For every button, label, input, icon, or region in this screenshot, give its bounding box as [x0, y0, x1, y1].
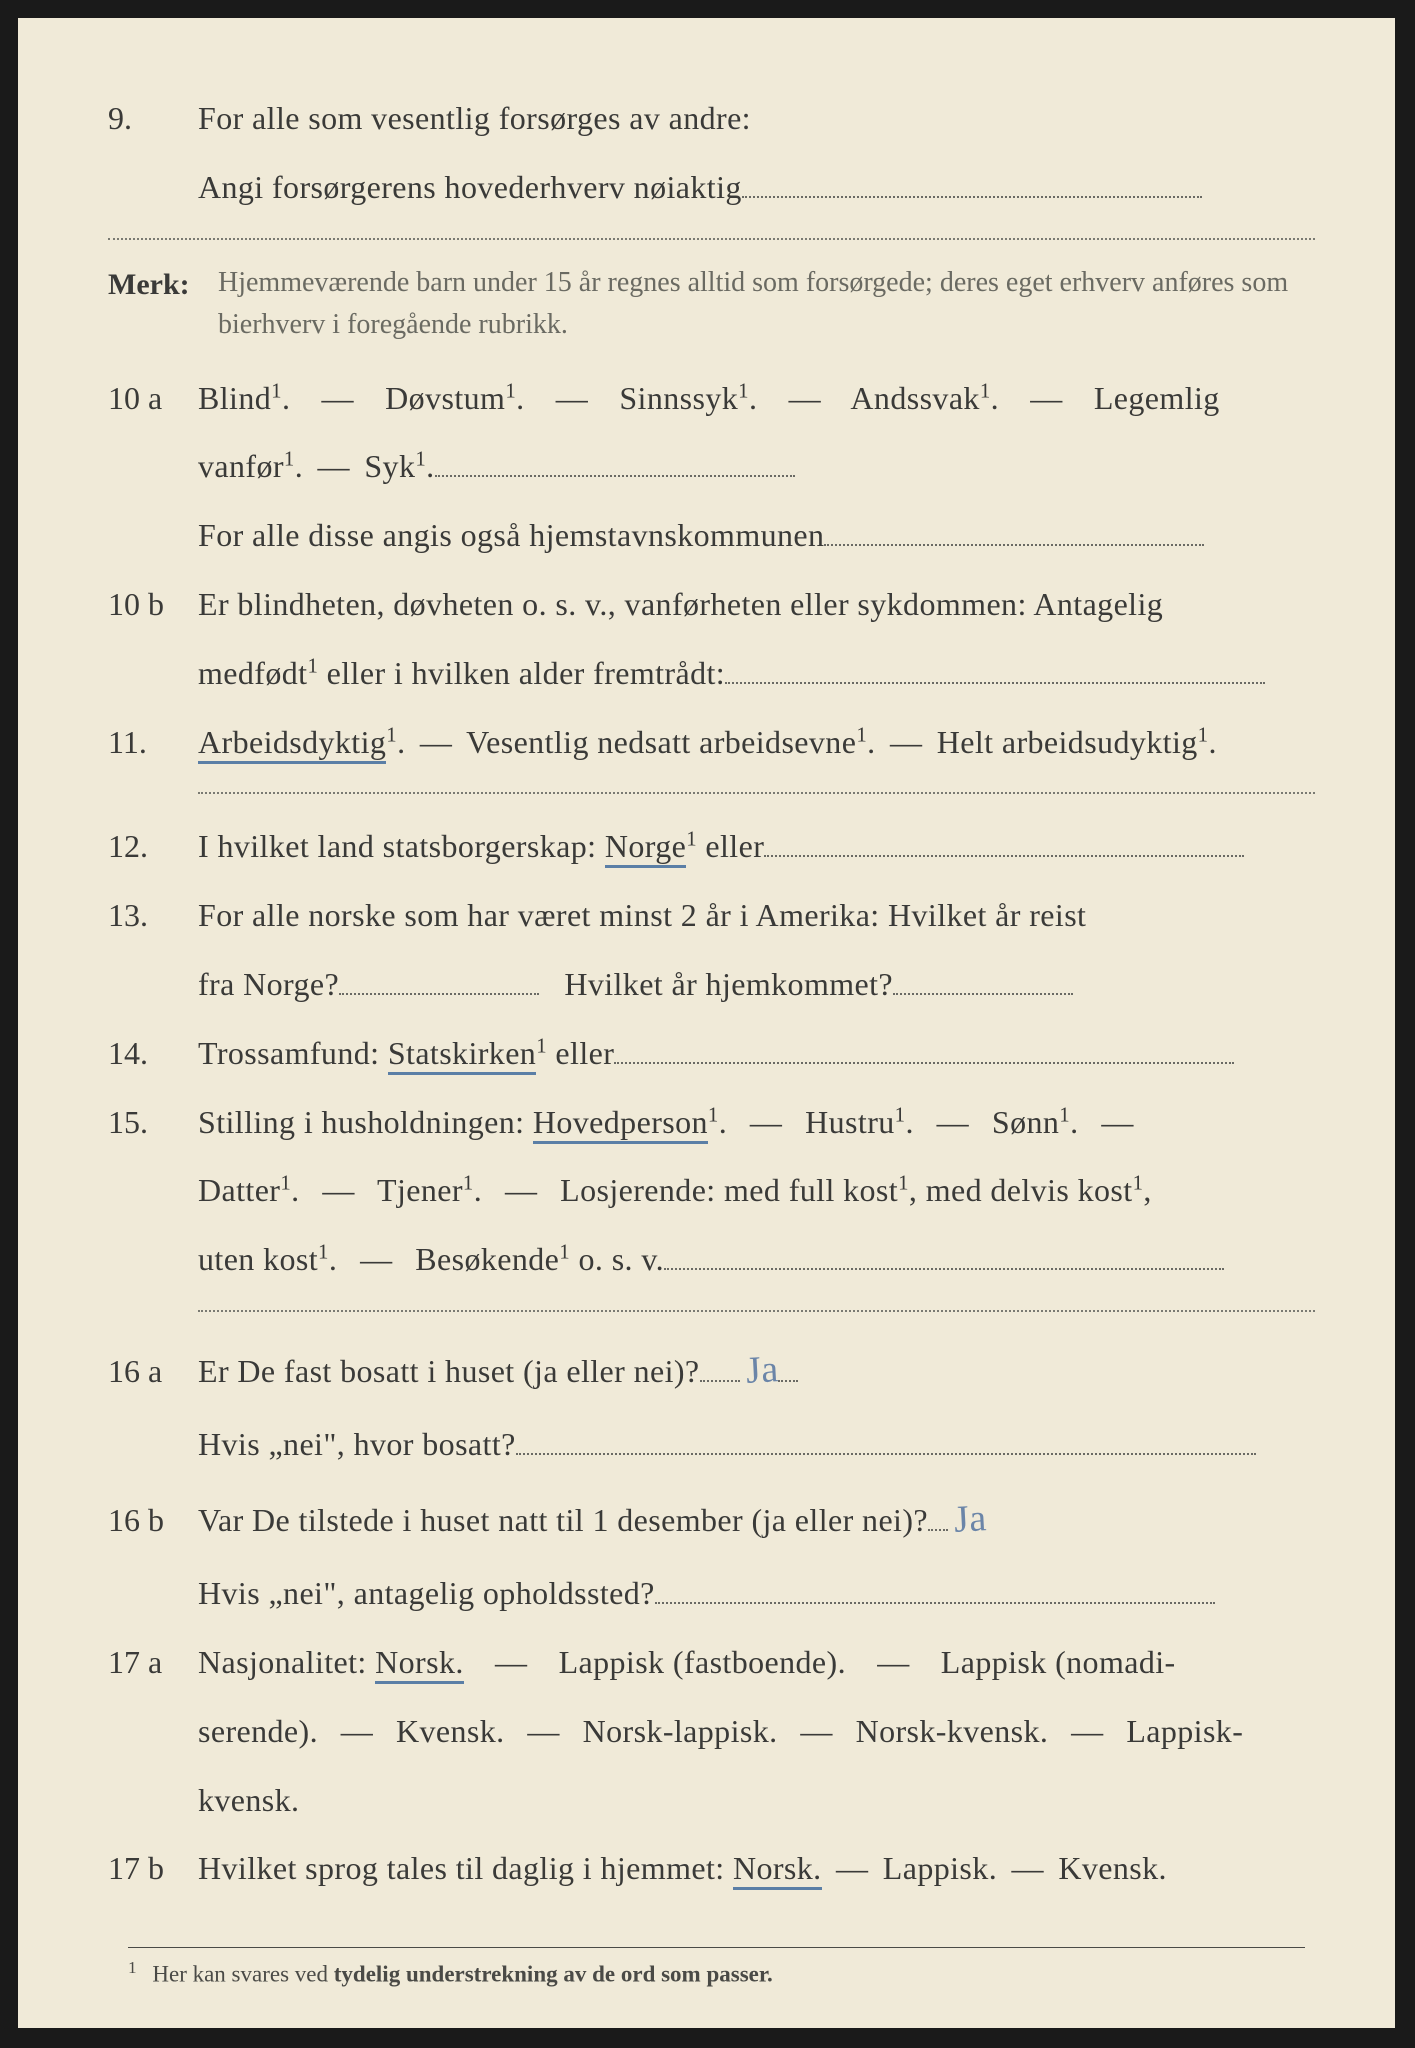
q9-row1: 9. For alle som vesentlig forsørges av a…	[108, 88, 1315, 149]
q10a-row2: For alle disse angis også hjemstavnskomm…	[108, 505, 1315, 566]
q12-blank[interactable]	[764, 855, 1244, 857]
q14-blank[interactable]	[614, 1062, 1234, 1064]
q15-opt1-underlined: Hovedperson	[533, 1104, 708, 1144]
separator-1	[108, 236, 1315, 240]
q17a-opt1-underlined: Norsk.	[375, 1644, 464, 1684]
q9-line1: For alle som vesentlig forsørges av andr…	[198, 88, 1315, 149]
q10b-row2: medfødt1 eller i hvilken alder fremtrådt…	[108, 643, 1315, 704]
merk-text: Hjemmeværende barn under 15 år regnes al…	[218, 262, 1315, 346]
q16a-row1: 16 a Er De fast bosatt i huset (ja eller…	[108, 1334, 1315, 1406]
q13-number: 13.	[108, 885, 198, 946]
q15-row3: uten kost1. — Besøkende1 o. s. v.	[108, 1229, 1315, 1290]
q9-row2: Angi forsørgerens hovederhverv nøiaktig	[108, 157, 1315, 218]
q16b-answer-handwritten: Ja	[952, 1482, 988, 1556]
q9-line2-body: Angi forsørgerens hovederhverv nøiaktig	[198, 157, 1315, 218]
q16a-row2: Hvis „nei", hvor bosatt?	[108, 1414, 1315, 1475]
q12-number: 12.	[108, 816, 198, 877]
footnote-marker: 1	[128, 1958, 137, 1977]
q13-row1: 13. For alle norske som har været minst …	[108, 885, 1315, 946]
q10b-number: 10 b	[108, 574, 198, 635]
q10b-blank[interactable]	[725, 682, 1265, 684]
q11-number: 11.	[108, 712, 198, 773]
q10a-row1: 10 a Blind1. — Døvstum1. — Sinnssyk1. — …	[108, 368, 1315, 429]
merk-note: Merk: Hjemmeværende barn under 15 år reg…	[108, 262, 1315, 346]
q17b-opt1-underlined: Norsk.	[733, 1850, 822, 1890]
q17a-number: 17 a	[108, 1632, 198, 1693]
q15-row2: Datter1. — Tjener1. — Losjerende: med fu…	[108, 1160, 1315, 1221]
q15-number: 15.	[108, 1092, 198, 1153]
q10a-blank2[interactable]	[824, 544, 1204, 546]
q16a-blank2[interactable]	[516, 1453, 1256, 1455]
q15-row1: 15. Stilling i husholdningen: Hovedperso…	[108, 1092, 1315, 1153]
q14-opt-underlined: Statskirken	[388, 1035, 536, 1075]
separator-3	[198, 1308, 1315, 1312]
q10a-line2: For alle disse angis også hjemstavnskomm…	[198, 517, 824, 553]
q16b-number: 16 b	[108, 1490, 198, 1551]
q12-row: 12. I hvilket land statsborgerskap: Norg…	[108, 816, 1315, 877]
q9-number: 9.	[108, 88, 198, 149]
q10a-row1b: vanfør1. — Syk1.	[108, 436, 1315, 497]
q10a-blank1[interactable]	[435, 475, 795, 477]
merk-label: Merk:	[108, 262, 218, 346]
q17b-row: 17 b Hvilket sprog tales til daglig i hj…	[108, 1838, 1315, 1899]
q9-blank[interactable]	[742, 196, 1202, 198]
q10a-opts: Blind1. — Døvstum1. — Sinnssyk1. — Andss…	[198, 368, 1315, 429]
separator-2	[198, 790, 1315, 794]
q15-blank[interactable]	[664, 1268, 1224, 1270]
q10b-row1: 10 b Er blindheten, døvheten o. s. v., v…	[108, 574, 1315, 635]
q14-number: 14.	[108, 1023, 198, 1084]
q16a-answer-handwritten: Ja	[744, 1333, 780, 1407]
q14-row: 14. Trossamfund: Statskirken1 eller	[108, 1023, 1315, 1084]
q13-blank1[interactable]	[339, 993, 539, 995]
footnote: 1 Her kan svares ved tydelig understrekn…	[128, 1947, 1305, 1988]
q17a-row2: serende). — Kvensk. — Norsk-lappisk. — N…	[108, 1701, 1315, 1762]
q17a-row3: kvensk.	[108, 1770, 1315, 1831]
q9-line2-text: Angi forsørgerens hovederhverv nøiaktig	[198, 169, 742, 205]
q13-blank2[interactable]	[893, 993, 1073, 995]
q12-opt-underlined: Norge	[605, 828, 686, 868]
q10b-line1: Er blindheten, døvheten o. s. v., vanfør…	[198, 574, 1315, 635]
q13-row2: fra Norge? Hvilket år hjemkommet?	[108, 954, 1315, 1015]
q16b-row2: Hvis „nei", antagelig opholdssted?	[108, 1563, 1315, 1624]
q11-row: 11. Arbeidsdyktig1. — Vesentlig nedsatt …	[108, 712, 1315, 773]
q16b-blank2[interactable]	[655, 1602, 1215, 1604]
q17b-number: 17 b	[108, 1838, 198, 1899]
q10a-number: 10 a	[108, 368, 198, 429]
q17a-row1: 17 a Nasjonalitet: Norsk. — Lappisk (fas…	[108, 1632, 1315, 1693]
q13-line1: For alle norske som har været minst 2 år…	[198, 885, 1315, 946]
q11-opt1-underlined: Arbeidsdyktig	[198, 724, 386, 764]
q16a-number: 16 a	[108, 1341, 198, 1402]
census-form-page: 9. For alle som vesentlig forsørges av a…	[18, 18, 1395, 2028]
q16b-row1: 16 b Var De tilstede i huset natt til 1 …	[108, 1483, 1315, 1555]
